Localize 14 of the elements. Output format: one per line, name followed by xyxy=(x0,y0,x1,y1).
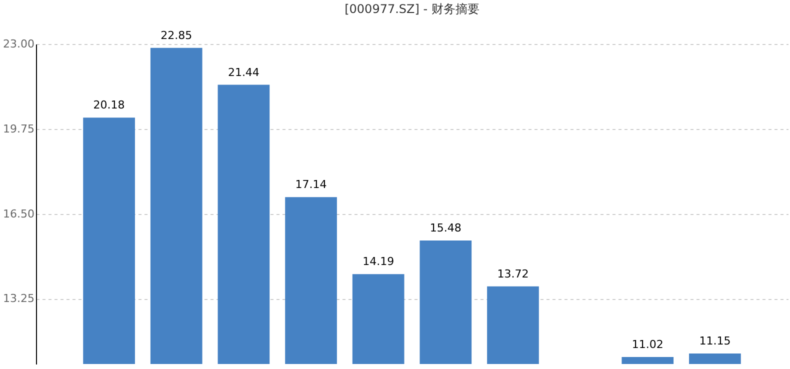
data-label: 22.85 xyxy=(160,28,192,42)
data-label: 20.18 xyxy=(93,98,125,112)
data-label: 13.72 xyxy=(497,267,529,280)
data-label: 15.48 xyxy=(430,221,462,234)
y-tick-label: 19.75 xyxy=(3,122,34,136)
chart-title: [000977.SZ] - 财务摘要 xyxy=(344,2,480,16)
y-tick-label: 13.25 xyxy=(3,292,34,306)
y-tick-label: 16.50 xyxy=(3,207,34,220)
data-label: 14.19 xyxy=(362,255,394,268)
data-label: 11.02 xyxy=(632,338,664,351)
data-label: 11.15 xyxy=(699,334,731,348)
data-label: 21.44 xyxy=(228,66,260,79)
y-tick-label: 23.00 xyxy=(3,38,34,50)
data-label: 17.14 xyxy=(295,178,327,192)
